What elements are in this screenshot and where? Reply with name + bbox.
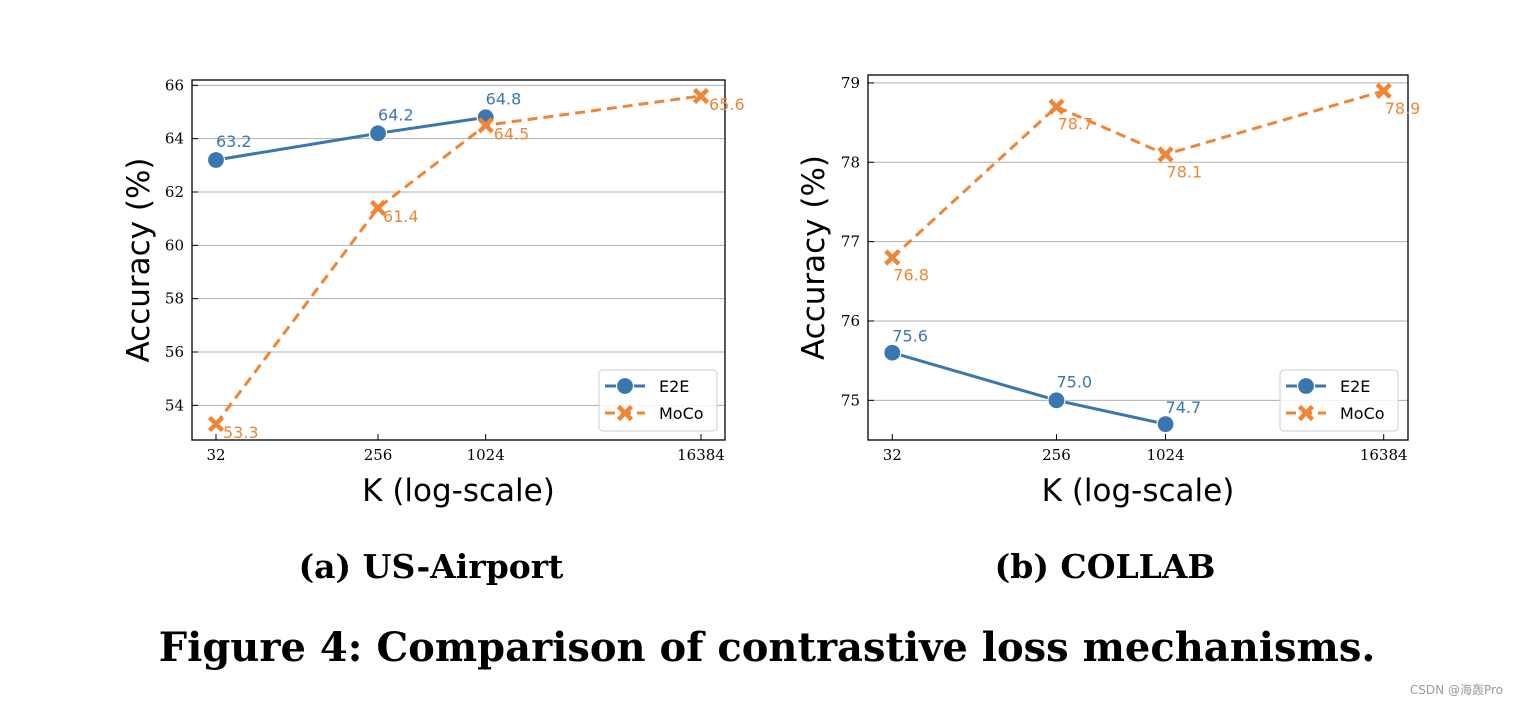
x-tick-label: 16384 [1360, 446, 1408, 464]
x-tick-label: 32 [206, 446, 225, 464]
legend: E2E MoCo [1279, 369, 1399, 432]
x-tick-label: 1024 [467, 446, 505, 464]
y-tick-label: 75 [841, 391, 860, 409]
y-tick-label: 54 [165, 396, 184, 414]
y-tick-label: 58 [165, 290, 184, 308]
legend-marker-e2e [1296, 376, 1316, 396]
y-tick-label: 62 [165, 183, 184, 201]
plot-frame [191, 79, 726, 441]
x-tick-label: 1024 [1146, 446, 1184, 464]
data-point-e2e [1047, 391, 1066, 410]
subcaption-collab: (b) COLLAB [995, 547, 1216, 586]
data-point-moco [477, 117, 494, 134]
x-axis-label: K (log-scale) [362, 473, 555, 509]
data-label-moco: 76.8 [893, 266, 929, 285]
data-label-e2e: 74.7 [1166, 398, 1202, 417]
data-label-e2e: 64.8 [486, 89, 522, 108]
data-label-moco: 78.9 [1385, 99, 1421, 118]
legend-marker-moco [616, 404, 634, 422]
legend-label-moco: MoCo [1340, 404, 1385, 423]
legend-label-e2e: E2E [659, 377, 689, 396]
chart-panel-us-airport: 54 56 58 60 62 64 66 32 256 1024 16384 K (log-scale… [121, 76, 745, 509]
data-point-e2e [1156, 415, 1175, 434]
data-point-moco [1048, 98, 1065, 115]
data-label-moco: 64.5 [494, 124, 530, 143]
data-label-e2e: 75.6 [892, 327, 928, 346]
x-tick-label: 16384 [677, 446, 725, 464]
data-point-moco [207, 415, 225, 433]
legend-label-moco: MoCo [659, 404, 704, 423]
y-tick-label: 76 [841, 312, 860, 330]
watermark: CSDN @海轰Pro [1410, 682, 1503, 697]
x-tick-label: 256 [364, 446, 393, 464]
subcaption-us-airport: (a) US-Airport [299, 547, 565, 586]
data-label-e2e: 64.2 [378, 105, 414, 124]
data-point-e2e [368, 124, 388, 143]
data-point-moco [884, 249, 901, 266]
data-point-moco [1375, 82, 1392, 99]
x-axis-label: K (log-scale) [1042, 473, 1235, 509]
y-tick-label: 64 [165, 130, 184, 148]
data-point-moco [692, 87, 710, 105]
y-tick-label: 78 [841, 153, 860, 171]
data-label-moco: 78.1 [1167, 162, 1203, 181]
chart-panel-collab: 75 76 77 78 79 32 256 1024 16384 K (log-scale) Acc… [796, 74, 1420, 509]
series-line-moco [891, 89, 1385, 259]
figure-caption: Figure 4: Comparison of contrastive loss… [159, 624, 1376, 671]
data-point-moco [369, 199, 387, 217]
x-tick-label: 32 [883, 446, 902, 464]
data-label-e2e: 63.2 [216, 132, 252, 151]
legend-label-e2e: E2E [1340, 377, 1370, 396]
y-tick-label: 79 [841, 74, 860, 92]
legend-marker-moco [1297, 404, 1315, 422]
y-tick-label: 66 [165, 76, 184, 94]
legend-marker-e2e [615, 376, 635, 396]
data-label-moco: 53.3 [223, 423, 259, 442]
x-tick-label: 256 [1042, 446, 1071, 464]
data-label-moco: 65.6 [709, 95, 745, 114]
data-point-e2e [883, 343, 902, 362]
data-point-moco [1157, 146, 1174, 163]
y-tick-label: 77 [841, 233, 860, 251]
series-line-moco [214, 94, 702, 425]
series-line-e2e [891, 351, 1166, 426]
data-label-moco: 61.4 [383, 207, 419, 226]
data-label-e2e: 75.0 [1056, 372, 1092, 391]
plot-frame [867, 74, 1409, 441]
data-point-e2e [206, 150, 226, 170]
y-tick-label: 60 [165, 236, 184, 254]
y-axis-label: Accuracy (%) [121, 157, 157, 362]
y-tick-label: 56 [165, 343, 184, 361]
data-label-moco: 78.7 [1057, 115, 1093, 134]
legend: E2E MoCo [598, 369, 718, 432]
y-axis-label: Accuracy (%) [796, 155, 832, 360]
